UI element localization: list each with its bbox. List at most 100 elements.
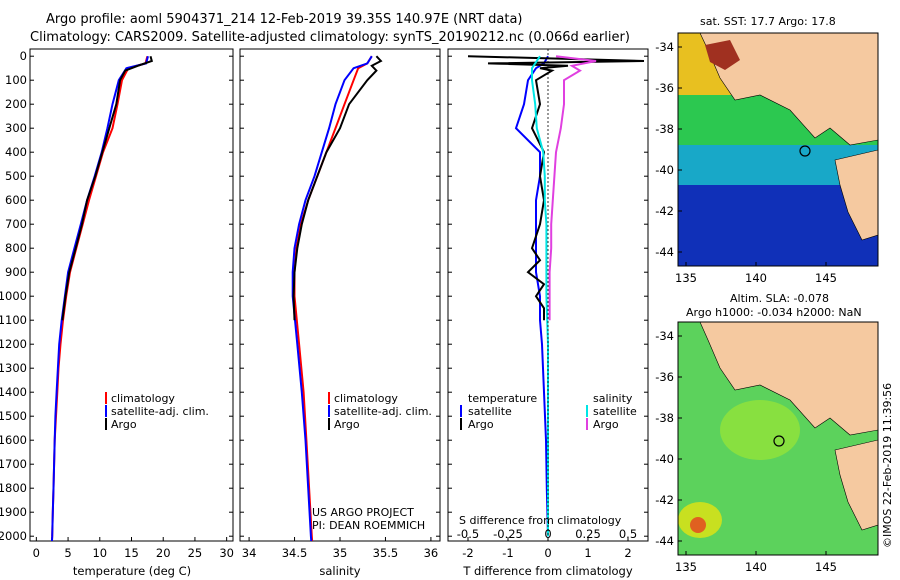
sst-map-title: sat. SST: 17.7 Argo: 17.8 <box>700 15 836 28</box>
depth-tick-label: 1900 <box>0 505 27 519</box>
s-tick-label: -0.5 <box>457 527 479 541</box>
temperature-xlabel: temperature (deg C) <box>73 564 191 578</box>
lat-tick-label: -38 <box>655 122 674 136</box>
lat-tick-label: -34 <box>655 329 674 343</box>
legend-temp-satellite-label: satellite <box>468 405 512 418</box>
sst-land <box>699 33 878 146</box>
x-tick-label: 30 <box>219 546 234 560</box>
lat-tick-label: -44 <box>655 245 674 259</box>
sla-map-title-1: Altim. SLA: -0.078 <box>730 292 829 305</box>
x-tick-label: 35.5 <box>373 546 399 560</box>
lat-tick-label: -42 <box>655 493 674 507</box>
lon-tick-label: 135 <box>675 560 697 574</box>
x-tick-label: 1 <box>584 546 591 560</box>
depth-tick-label: 300 <box>5 121 27 135</box>
legend-satellite-label: satellite-adj. clim. <box>334 405 432 418</box>
sst-tasmania <box>834 149 878 241</box>
credit-pi: PI: DEAN ROEMMICH <box>312 519 425 532</box>
lon-tick-label: 140 <box>745 271 767 285</box>
title-line-2: Climatology: CARS2009. Satellite-adjuste… <box>30 30 630 45</box>
legend-sal-argo-label: Argo <box>593 418 619 431</box>
sla-land <box>699 322 878 436</box>
s-difference-label: S difference from climatology <box>459 514 622 527</box>
x-tick-label: 0 <box>33 546 40 560</box>
depth-tick-label: 1200 <box>0 337 27 351</box>
difference-lines <box>467 55 645 537</box>
x-tick-label: -2 <box>462 546 473 560</box>
s-tick-label: -0.25 <box>493 527 523 541</box>
lat-tick-label: -38 <box>655 411 674 425</box>
s-tick-label: 0.25 <box>575 527 601 541</box>
x-tick-label: 35 <box>333 546 348 560</box>
sla-feature-1 <box>720 400 800 460</box>
depth-tick-label: 800 <box>5 241 27 255</box>
sla-feature-3 <box>690 517 706 533</box>
x-tick-label: -1 <box>502 546 513 560</box>
lat-tick-label: -36 <box>655 370 674 384</box>
x-tick-label: 5 <box>64 546 71 560</box>
series-line-temperature-argo <box>467 55 645 321</box>
legend-temp-argo-label: Argo <box>468 418 494 431</box>
salinity-xlabel: salinity <box>319 564 360 578</box>
legend-satellite-label: satellite-adj. clim. <box>111 405 209 418</box>
series-line-climatology <box>50 55 149 541</box>
depth-tick-label: 400 <box>5 145 27 159</box>
legend-salinity-header: salinity <box>593 392 633 405</box>
depth-tick-label: 1300 <box>0 361 27 375</box>
title-line-1: Argo profile: aoml 5904371_214 12-Feb-20… <box>46 12 523 27</box>
series-line-salinity-satellite <box>531 55 549 537</box>
salinity-legend: climatology satellite-adj. clim. Argo US… <box>312 392 432 532</box>
x-tick-label: 20 <box>156 546 171 560</box>
series-line-salinity-argo <box>548 55 597 321</box>
legend-temperature-header: temperature <box>468 392 537 405</box>
s-tick-label: 0 <box>544 527 551 541</box>
x-tick-label: 34 <box>242 546 257 560</box>
difference-legend: temperature satellite Argo salinity sate… <box>459 392 637 527</box>
lat-tick-label: -44 <box>655 534 674 548</box>
depth-tick-label: 700 <box>5 217 27 231</box>
sla-map <box>678 322 878 555</box>
depth-tick-label: 500 <box>5 169 27 183</box>
sla-tasmania <box>834 439 878 531</box>
sst-map <box>678 33 878 266</box>
sla-map-frame <box>677 321 879 556</box>
x-tick-label: 36 <box>424 546 439 560</box>
sla-map-title-2: Argo h1000: -0.034 h2000: NaN <box>686 306 862 319</box>
watermark: ©IMOS 22-Feb-2019 11:39:56 <box>881 383 894 548</box>
temperature-legend: climatology satellite-adj. clim. Argo <box>105 392 209 431</box>
temperature-x-axis: 0 5 10 15 20 25 30 <box>33 537 234 560</box>
depth-tick-label: 2000 <box>0 529 27 543</box>
x-tick-label: 25 <box>188 546 203 560</box>
lat-tick-label: -36 <box>655 81 674 95</box>
lat-tick-label: -42 <box>655 204 674 218</box>
temperature-panel-frame <box>29 48 234 542</box>
sst-map-frame <box>677 32 879 267</box>
lon-tick-label: 145 <box>815 271 837 285</box>
legend-argo-label: Argo <box>334 418 360 431</box>
argo-location-marker <box>773 435 785 447</box>
series-line-argo <box>292 55 383 321</box>
depth-tick-label: 1800 <box>0 481 27 495</box>
legend-sal-satellite-label: satellite <box>593 405 637 418</box>
salinity-x-axis: 34 34.5 35 35.5 36 <box>242 537 438 560</box>
depth-axis: 0 100 200 300 400 500 600 700 800 900 1000 1100 1200… <box>0 49 648 543</box>
x-tick-label: 10 <box>92 546 107 560</box>
lon-tick-label: 140 <box>745 560 767 574</box>
sst-gulf <box>705 40 740 70</box>
lat-tick-label: -40 <box>655 163 674 177</box>
depth-tick-label: 1100 <box>0 313 27 327</box>
salinity-lines <box>291 55 383 541</box>
difference-xlabel: T difference from climatology <box>462 564 633 578</box>
temperature-lines <box>50 55 154 541</box>
depth-tick-label: 1600 <box>0 433 27 447</box>
legend-argo-label: Argo <box>111 418 137 431</box>
lat-tick-label: -34 <box>655 40 674 54</box>
legend-climatology-label: climatology <box>111 392 175 405</box>
series-line-temperature-satellite <box>514 55 549 537</box>
depth-tick-label: 0 <box>20 49 27 63</box>
series-line-climatology <box>293 55 373 541</box>
depth-tick-label: 900 <box>5 265 27 279</box>
